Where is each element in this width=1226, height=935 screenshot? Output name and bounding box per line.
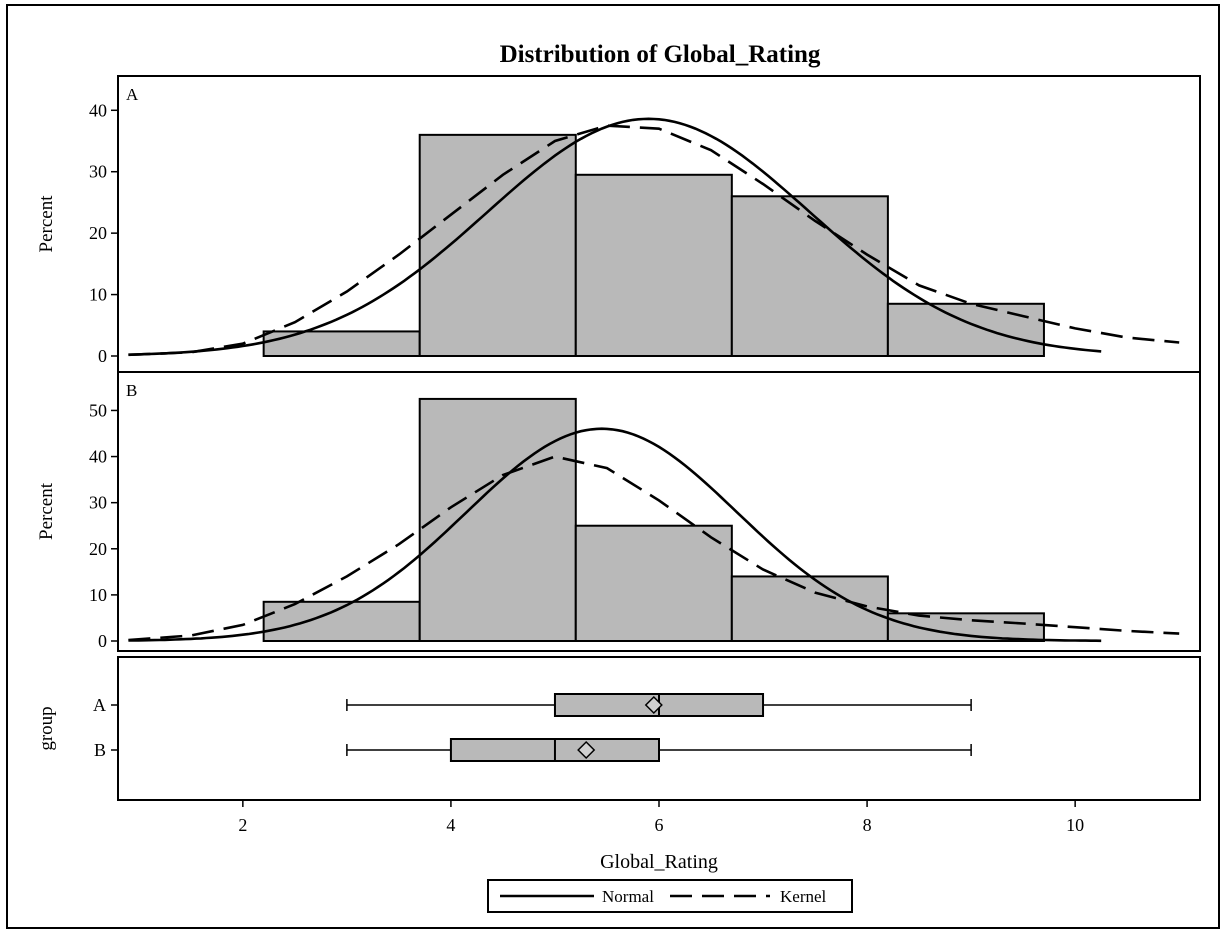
legend: Normal Kernel	[487, 879, 853, 913]
y-tick-label: 0	[98, 346, 107, 366]
y-tick-label: 40	[89, 100, 107, 120]
histogram-bar	[886, 302, 1045, 357]
histogram-bar	[418, 397, 577, 642]
y-tick-label: 30	[89, 493, 107, 513]
mean-marker	[577, 740, 596, 760]
y-tick-label: 30	[89, 162, 107, 182]
panel-border	[117, 656, 1201, 801]
y-axis-label: Percent	[36, 195, 57, 253]
y-tick-label: 20	[89, 539, 107, 559]
kernel-curve	[128, 455, 1180, 642]
y-axis-label: group	[36, 706, 57, 750]
histogram-bar	[574, 524, 733, 643]
mean-marker	[644, 695, 663, 715]
y-tick-label: 40	[89, 447, 107, 467]
panel-label: B	[126, 381, 137, 400]
chart-frame	[6, 4, 1220, 929]
y-tick-label: 50	[89, 400, 107, 420]
x-tick-label: 8	[863, 815, 872, 835]
y-tick-label: 10	[89, 585, 107, 605]
normal-curve	[128, 427, 1102, 643]
histogram-bar	[886, 612, 1045, 642]
x-tick-label: 10	[1066, 815, 1084, 835]
y-tick-label: 10	[89, 285, 107, 305]
legend-kernel-label: Kernel	[780, 887, 827, 906]
normal-curve	[128, 117, 1102, 356]
histogram-bar	[574, 173, 733, 357]
panel-border	[117, 371, 1201, 652]
histogram-bar	[730, 195, 889, 357]
y-tick-label: A	[93, 695, 106, 715]
panel-b: 0 10 20 30 40 50 Percent B	[36, 371, 1201, 652]
y-tick-label: B	[94, 740, 106, 760]
y-tick-label: 20	[89, 223, 107, 243]
x-tick-label: 2	[238, 815, 247, 835]
boxplot-panel: group A B	[36, 656, 1201, 801]
chart-title: Distribution of Global_Rating	[500, 41, 821, 68]
x-axis-label: Global_Rating	[600, 851, 718, 873]
kernel-curve	[128, 124, 1180, 357]
legend-normal-label: Normal	[602, 887, 654, 906]
x-axis: 2 4 6 8 10	[238, 800, 1084, 835]
histogram-bar	[262, 330, 421, 357]
y-tick-label: 0	[98, 631, 107, 651]
panel-label: A	[126, 85, 139, 104]
x-tick-label: 4	[446, 815, 455, 835]
y-axis-label: Percent	[36, 482, 57, 540]
histogram-bar	[418, 133, 577, 357]
x-tick-label: 6	[655, 815, 664, 835]
panel-a: 0 10 20 30 40 Percent A	[36, 75, 1201, 373]
